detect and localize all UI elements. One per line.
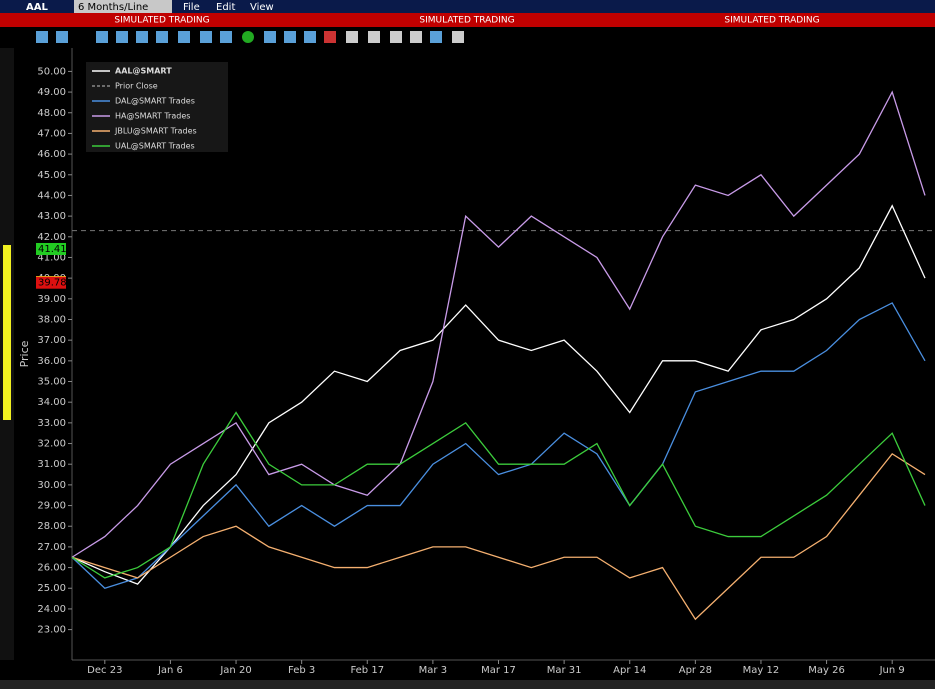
x-tick-label: Mar 31 [547,665,582,676]
menu-file[interactable]: File [183,2,200,13]
x-tick-label: Jan 6 [157,665,183,676]
y-tick-label: 48.00 [37,108,66,119]
tool-icons[interactable] [36,31,464,43]
price-tag [36,242,66,255]
y-tick-label: 38.00 [37,314,66,325]
legend-label: HA@SMART Trades [115,112,190,121]
x-tick-label: Mar 3 [419,665,447,676]
price-line [71,90,926,558]
price-tag-label: 39.78 [38,278,67,289]
price-tag [36,276,66,289]
price-tag-label: 41.41 [38,244,67,255]
y-tick-label: 50.00 [37,66,66,77]
y-tick-label: 26.00 [37,563,66,574]
x-tick-label: Apr 14 [613,665,646,676]
y-tick-label: 25.00 [37,583,66,594]
y-tick-label: 41.00 [37,252,66,263]
y-tick-label: 43.00 [37,211,66,222]
banner-text: SIMULATED TRADING [114,16,209,26]
legend [86,62,228,152]
y-tick-label: 46.00 [37,149,66,160]
y-tick-label: 39.00 [37,294,66,305]
y-tick-label: 23.00 [37,625,66,636]
x-tick-label: May 12 [743,665,780,676]
y-tick-label: 24.00 [37,604,66,615]
banner-text: SIMULATED TRADING [419,16,514,26]
legend-label: JBLU@SMART Trades [114,127,197,136]
y-tick-label: 30.00 [37,480,66,491]
y-tick-label: 44.00 [37,190,66,201]
x-tick-label: Dec 23 [87,665,122,676]
legend-label: Prior Close [115,82,158,91]
y-tick-label: 36.00 [37,356,66,367]
y-tick-label: 29.00 [37,501,66,512]
y-tick-label: 37.00 [37,335,66,346]
legend-label: AAL@SMART [115,67,172,76]
y-tick-label: 47.00 [37,128,66,139]
y-tick-label: 45.00 [37,170,66,181]
menu-view[interactable]: View [250,2,274,13]
period[interactable]: 6 Months/Line [78,2,148,13]
x-tick-label: Jun 9 [879,665,905,676]
y-tick-label: 32.00 [37,439,66,450]
period-dropdown[interactable] [74,0,172,13]
menu-edit[interactable]: Edit [216,2,235,13]
y-tick-label: 49.00 [37,87,66,98]
y-tick-label: 28.00 [37,521,66,532]
x-tick-label: Feb 17 [350,665,384,676]
volume-gauge [3,245,11,420]
price-line [71,302,926,589]
legend-label: UAL@SMART Trades [115,142,195,151]
symbol[interactable]: AAL [26,2,48,13]
x-tick-label: Apr 28 [679,665,712,676]
x-tick-label: Mar 17 [481,665,516,676]
price-line [71,453,926,621]
y-tick-label: 34.00 [37,397,66,408]
x-tick-label: May 26 [808,665,845,676]
legend-label: DAL@SMART Trades [115,97,195,106]
navigator-strip [0,680,935,689]
banner-text: SIMULATED TRADING [724,16,819,26]
simulated-banner [0,13,935,27]
price-line [71,411,926,579]
x-tick-label: Feb 3 [288,665,315,676]
price-line [71,204,926,585]
y-tick-label: 42.00 [37,232,66,243]
x-tick-label: Jan 20 [219,665,251,676]
y-tick-label: 27.00 [37,542,66,553]
title-bar [0,0,935,13]
y-tick-label: 35.00 [37,377,66,388]
y-tick-label: 33.00 [37,418,66,429]
y-axis-label: Price [18,340,31,367]
y-tick-label: 31.00 [37,459,66,470]
